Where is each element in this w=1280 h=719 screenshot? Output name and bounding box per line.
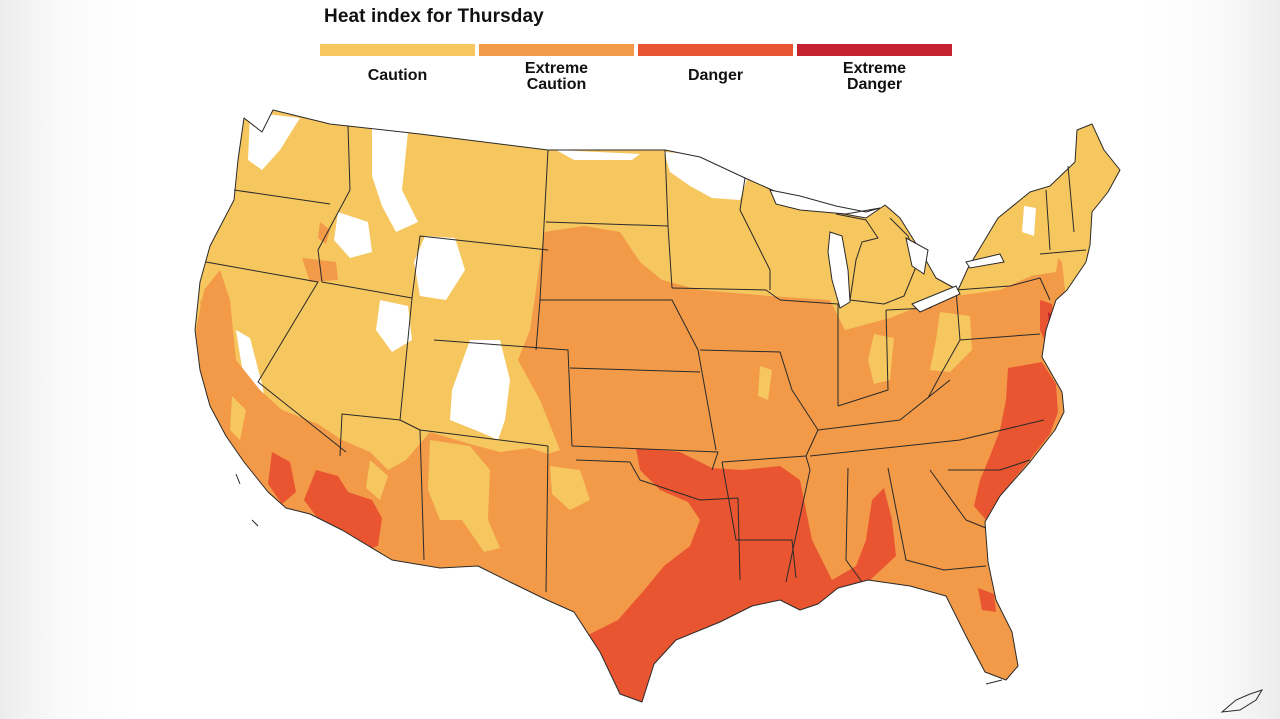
lake-superior bbox=[769, 189, 881, 215]
legend-item-extreme-caution: Extreme Caution bbox=[479, 44, 634, 93]
legend-swatch-extreme-caution bbox=[479, 44, 634, 56]
heat-index-zones bbox=[195, 110, 1120, 702]
lake-huron bbox=[905, 237, 929, 275]
state-borders bbox=[194, 109, 1121, 703]
border-minnesota-west bbox=[664, 149, 669, 227]
border-minnesota-wisconsin bbox=[739, 177, 771, 290]
legend-item-danger: Danger bbox=[638, 44, 793, 84]
border-idaho-montana-wyoming bbox=[317, 125, 549, 299]
border-arkansas-louisiana bbox=[721, 461, 797, 579]
legend-swatch-danger bbox=[638, 44, 793, 56]
border-oklahoma-texas bbox=[575, 459, 741, 581]
lake-michigan bbox=[827, 231, 851, 309]
border-pennsylvania-maryland bbox=[959, 333, 1041, 341]
florida-keys bbox=[985, 679, 1003, 685]
legend-label-extreme-danger: Extreme Danger bbox=[842, 60, 907, 93]
border-washington-oregon bbox=[233, 189, 331, 205]
border-kansas-oklahoma bbox=[571, 445, 719, 471]
legend-swatch-caution bbox=[320, 44, 475, 56]
heat-index-legend: Caution Extreme Caution Danger Extreme D… bbox=[320, 44, 954, 96]
corner-island-outline bbox=[1220, 689, 1264, 713]
border-pennsylvania-ny bbox=[955, 277, 1051, 301]
border-alabama-georgia bbox=[887, 467, 987, 571]
map-title: Heat index for Thursday bbox=[324, 6, 544, 27]
border-utah-nevada bbox=[339, 297, 413, 457]
border-four-corners bbox=[419, 429, 549, 447]
channel-islands bbox=[235, 473, 259, 527]
border-colorado bbox=[433, 339, 573, 447]
legend-label-danger: Danger bbox=[687, 67, 744, 84]
legend-item-caution: Caution bbox=[320, 44, 475, 84]
legend-item-extreme-danger: Extreme Danger bbox=[797, 44, 952, 93]
border-missouri bbox=[699, 349, 819, 463]
border-nebraska-kansas bbox=[569, 367, 701, 373]
border-oregon-california-nevada bbox=[205, 261, 347, 453]
border-texas-newmexico bbox=[545, 445, 549, 593]
lake-erie bbox=[911, 285, 961, 313]
zones-extreme-danger bbox=[1048, 312, 1058, 340]
legend-label-extreme-caution: Extreme Caution bbox=[524, 60, 589, 93]
border-kentucky bbox=[817, 379, 951, 431]
legend-swatch-extreme-danger bbox=[797, 44, 952, 56]
border-illinois-east bbox=[779, 299, 839, 406]
border-massachusetts bbox=[1039, 249, 1087, 255]
border-vermont-nh bbox=[1045, 189, 1051, 251]
border-mississippi-west bbox=[785, 455, 811, 583]
great-lakes bbox=[769, 189, 1005, 313]
legend-label-caution: Caution bbox=[367, 67, 428, 84]
zones-no-advisory bbox=[236, 112, 1036, 644]
coastal-islands bbox=[235, 473, 1264, 713]
border-nebraska-kansas-east bbox=[540, 299, 717, 451]
border-mississippi-alabama bbox=[845, 467, 863, 583]
border-minnesota-iowa bbox=[671, 287, 781, 301]
border-tennessee-north bbox=[809, 419, 1045, 457]
border-indiana-ohio bbox=[837, 309, 889, 407]
border-carolinas bbox=[948, 459, 1031, 471]
lake-ontario bbox=[965, 253, 1005, 269]
border-georgia-sc bbox=[929, 469, 987, 529]
zones-danger bbox=[268, 300, 1058, 702]
border-maine-nh bbox=[1067, 165, 1075, 233]
